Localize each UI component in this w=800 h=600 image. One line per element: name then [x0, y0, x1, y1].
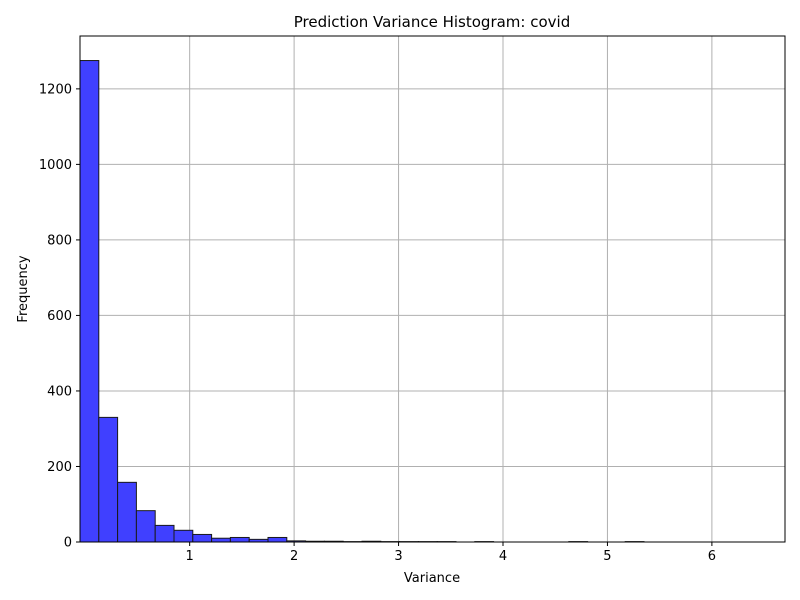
x-tick-label: 2 [290, 549, 298, 564]
histogram-bar [229, 536, 250, 543]
histogram-bar [211, 537, 231, 543]
y-tick-label: 600 [47, 309, 72, 324]
x-tick-label: 6 [708, 549, 716, 564]
histogram-bar [98, 416, 119, 543]
x-tick-label: 5 [603, 549, 611, 564]
y-tick-label: 1000 [39, 158, 72, 173]
grid-lines [80, 36, 785, 543]
histogram-bar [117, 481, 137, 543]
y-tick-label: 400 [47, 384, 72, 399]
y-axis-ticks: 0 200 400 600 800 1000 1200 [39, 82, 80, 551]
histogram-bar [79, 60, 100, 543]
x-axis-ticks: 1 2 3 4 5 6 [186, 542, 716, 564]
histogram-bar [154, 524, 175, 543]
y-tick-label: 1200 [39, 82, 72, 97]
x-axis-label: Variance [404, 571, 460, 586]
y-axis-label: Frequency [16, 255, 31, 322]
histogram-bar [267, 536, 288, 543]
histogram-bar [192, 533, 213, 543]
histogram-bars [79, 60, 645, 543]
x-tick-label: 3 [394, 549, 402, 564]
y-tick-label: 0 [64, 536, 72, 551]
chart-title: Prediction Variance Histogram: covid [294, 13, 570, 31]
y-tick-label: 800 [47, 233, 72, 248]
histogram-bar [173, 529, 194, 543]
x-tick-label: 1 [186, 549, 194, 564]
plot-area: 1 2 3 4 5 6 0 200 400 600 800 1000 1200 [39, 35, 786, 564]
x-tick-label: 4 [499, 549, 507, 564]
y-tick-label: 200 [47, 460, 72, 475]
histogram-bar [135, 510, 156, 543]
axes-frame [79, 35, 786, 543]
